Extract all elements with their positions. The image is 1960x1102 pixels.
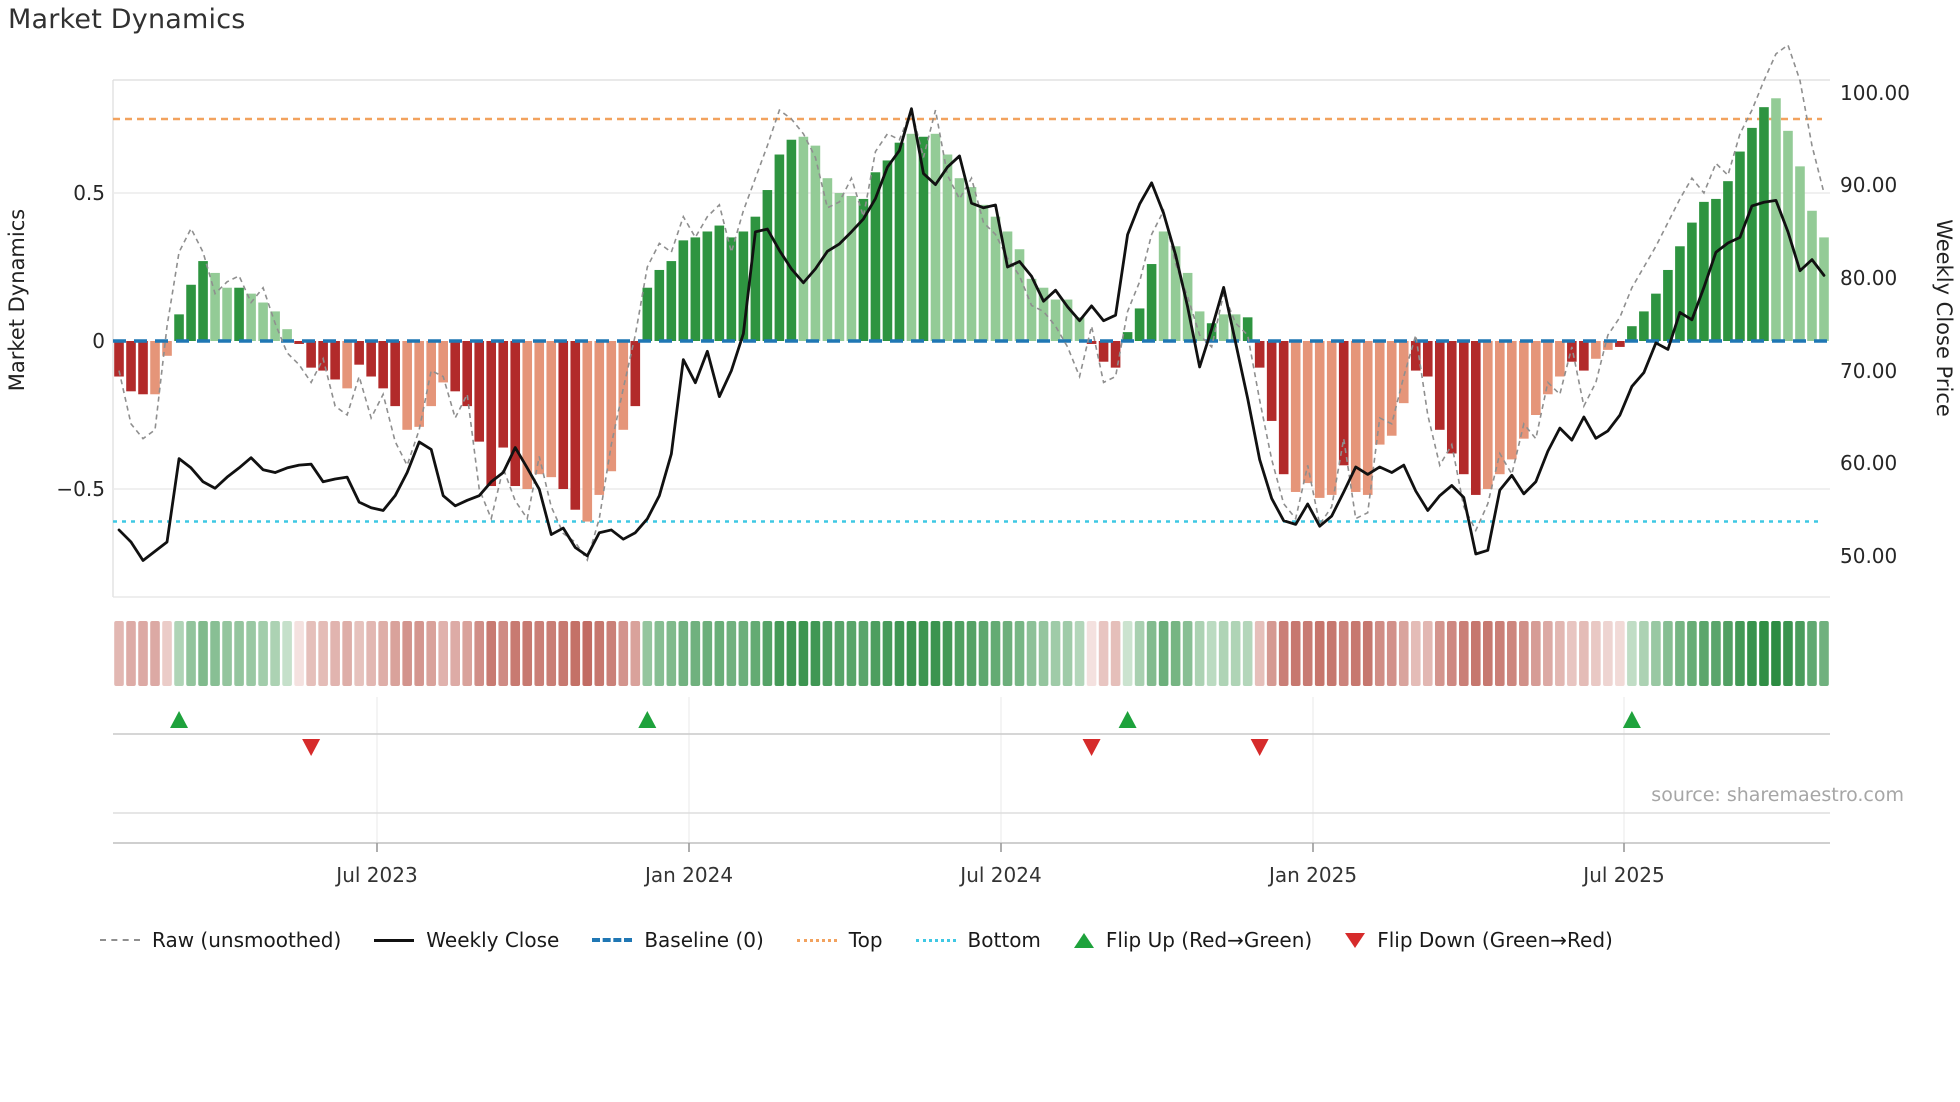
raw-line-sample-icon — [100, 939, 140, 941]
flip-up-marker — [638, 711, 657, 728]
flip-down-marker — [302, 739, 321, 756]
right-y-tick: 70.00 — [1840, 359, 1897, 383]
flip-down-triangle-icon — [1345, 932, 1366, 948]
legend-item-top: Top — [796, 928, 883, 952]
legend-item-raw: Raw (unsmoothed) — [100, 928, 341, 952]
legend-label: Flip Down (Green→Red) — [1377, 928, 1613, 952]
flip-down-marker — [1082, 739, 1101, 756]
flip-up-marker — [1118, 711, 1137, 728]
right-y-tick: 90.00 — [1840, 173, 1897, 197]
legend-label: Baseline (0) — [644, 928, 764, 952]
close-line-sample-icon — [374, 938, 415, 942]
x-tick: Jan 2024 — [643, 863, 733, 887]
right-y-tick: 60.00 — [1840, 451, 1897, 475]
legend-item-weekly-close: Weekly Close — [374, 928, 559, 952]
flip-up-marker — [170, 711, 189, 728]
legend-label: Flip Up (Red→Green) — [1105, 928, 1313, 952]
page-title: Market Dynamics — [8, 4, 246, 35]
flip-up-triangle-icon — [1073, 932, 1094, 948]
legend-label: Bottom — [967, 928, 1041, 952]
legend-label: Top — [848, 928, 883, 952]
x-tick: Jul 2025 — [1581, 863, 1664, 887]
left-axis-title: Market Dynamics — [5, 209, 29, 391]
bottom-line-sample-icon — [915, 938, 956, 942]
x-tick: Jul 2024 — [958, 863, 1041, 887]
legend-item-baseline: Baseline (0) — [592, 928, 764, 952]
right-axis-title: Weekly Close Price — [1932, 219, 1956, 417]
left-y-tick: 0 — [92, 329, 105, 353]
right-y-tick: 100.00 — [1840, 81, 1910, 105]
legend-item-flip-up: Flip Up (Red→Green) — [1073, 928, 1313, 952]
legend-label: Raw (unsmoothed) — [152, 928, 342, 952]
source-credit: source: sharemaestro.com — [1651, 784, 1904, 806]
x-tick: Jan 2025 — [1267, 863, 1357, 887]
right-y-tick: 80.00 — [1840, 266, 1897, 290]
right-y-tick: 50.00 — [1840, 544, 1897, 568]
chart-legend: Raw (unsmoothed) Weekly Close Baseline (… — [100, 928, 1613, 952]
left-y-tick: −0.5 — [56, 477, 105, 501]
top-line-sample-icon — [796, 938, 837, 942]
baseline-sample-icon — [592, 938, 633, 942]
left-y-tick: 0.5 — [73, 181, 105, 205]
legend-item-bottom: Bottom — [915, 928, 1041, 952]
x-tick: Jul 2023 — [334, 863, 417, 887]
flip-down-marker — [1250, 739, 1269, 756]
legend-item-flip-down: Flip Down (Green→Red) — [1345, 928, 1613, 952]
flip-up-marker — [1622, 711, 1641, 728]
legend-label: Weekly Close — [426, 928, 560, 952]
